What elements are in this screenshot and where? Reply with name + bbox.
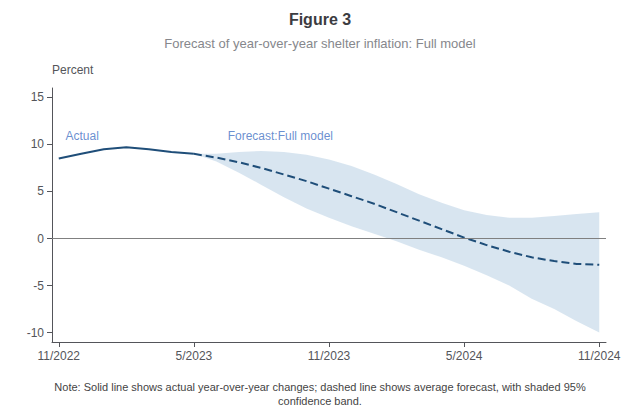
svg-text:11/2024: 11/2024 — [578, 349, 621, 363]
svg-text:0: 0 — [37, 232, 44, 246]
svg-text:10: 10 — [31, 137, 45, 151]
svg-text:Percent: Percent — [52, 63, 94, 77]
svg-text:Forecast:Full model: Forecast:Full model — [228, 129, 333, 143]
svg-text:confidence band.: confidence band. — [278, 395, 362, 407]
svg-text:15: 15 — [31, 90, 45, 104]
svg-text:Note: Solid line shows actual: Note: Solid line shows actual year-over-… — [54, 381, 586, 393]
svg-text:-10: -10 — [27, 326, 45, 340]
svg-text:5: 5 — [37, 184, 44, 198]
svg-text:Forecast of year-over-year she: Forecast of year-over-year shelter infla… — [164, 36, 476, 51]
svg-text:5/2023: 5/2023 — [176, 349, 213, 363]
svg-text:5/2024: 5/2024 — [446, 349, 483, 363]
svg-text:-5: -5 — [33, 279, 44, 293]
svg-text:Figure 3: Figure 3 — [289, 11, 351, 28]
svg-text:11/2022: 11/2022 — [38, 349, 81, 363]
svg-text:11/2023: 11/2023 — [308, 349, 351, 363]
svg-text:Actual: Actual — [66, 129, 99, 143]
